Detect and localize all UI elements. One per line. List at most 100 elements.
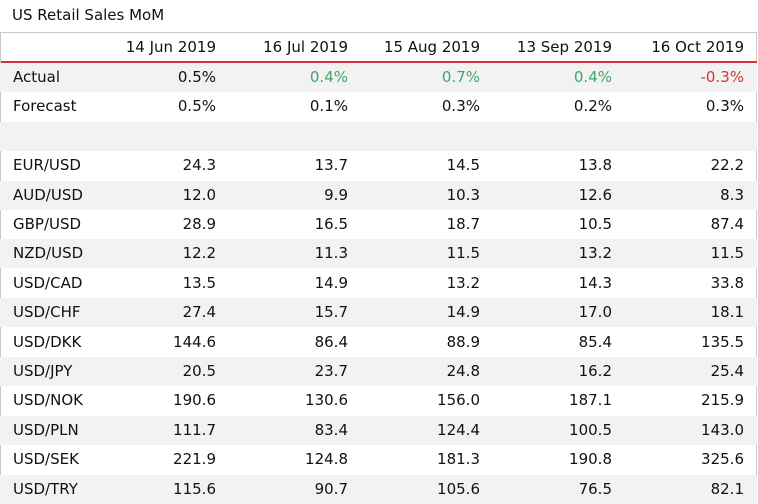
table-row: Forecast 0.5% 0.1% 0.3% 0.2% 0.3% bbox=[0, 92, 757, 121]
header-rule bbox=[1, 61, 757, 63]
table-cell: 156.0 bbox=[437, 391, 480, 410]
table-cell: 190.6 bbox=[173, 391, 216, 410]
table-cell: 18.7 bbox=[446, 215, 480, 233]
table-cell: 12.2 bbox=[182, 244, 216, 263]
table-cell: 10.5 bbox=[578, 215, 612, 233]
table-cell: 24.8 bbox=[446, 362, 480, 380]
table-row: USD/TRY 115.6 90.7 105.6 76.5 82.1 bbox=[0, 474, 757, 504]
table-cell: 14.9 bbox=[314, 273, 348, 292]
table-cell: 115.6 bbox=[173, 479, 216, 498]
column-header: 16 Oct 2019 bbox=[651, 38, 744, 56]
table-cell: 13.2 bbox=[446, 273, 480, 292]
table-row: GBP/USD 28.9 16.5 18.7 10.5 87.4 bbox=[0, 210, 757, 239]
column-header: 16 Jul 2019 bbox=[263, 38, 348, 56]
table-cell: 187.1 bbox=[569, 391, 612, 410]
table-cell: 0.3% bbox=[705, 97, 744, 116]
table-cell: 181.3 bbox=[437, 450, 480, 469]
row-label: USD/PLN bbox=[13, 420, 79, 439]
table-cell: 143.0 bbox=[701, 420, 744, 439]
table-row: NZD/USD 12.2 11.3 11.5 13.2 11.5 bbox=[0, 239, 757, 269]
table-cell: 0.1% bbox=[309, 97, 348, 116]
table-cell: 0.4% bbox=[309, 68, 348, 86]
table-cell: 100.5 bbox=[569, 420, 612, 439]
table-cell: 33.8 bbox=[710, 273, 744, 292]
table-cell: 12.6 bbox=[578, 185, 612, 204]
table-cell: 86.4 bbox=[314, 332, 348, 351]
table-cell: 24.3 bbox=[182, 156, 216, 175]
table-cell: 0.7% bbox=[441, 68, 480, 86]
spacer-row bbox=[0, 121, 757, 151]
table-row: USD/CHF 27.4 15.7 14.9 17.0 18.1 bbox=[0, 298, 757, 328]
table-cell: 0.5% bbox=[177, 97, 216, 116]
table-cell: 215.9 bbox=[701, 391, 744, 410]
table-cell: 76.5 bbox=[578, 479, 612, 498]
column-header: 14 Jun 2019 bbox=[125, 38, 216, 56]
table-cell: 190.8 bbox=[569, 450, 612, 469]
table-cell: -0.3% bbox=[700, 68, 744, 86]
table-cell: 23.7 bbox=[314, 362, 348, 380]
table-cell: 0.4% bbox=[573, 68, 612, 86]
table-row: USD/JPY 20.5 23.7 24.8 16.2 25.4 bbox=[0, 357, 757, 386]
table-cell: 28.9 bbox=[182, 215, 216, 233]
table-cell: 83.4 bbox=[314, 420, 348, 439]
table-cell: 144.6 bbox=[173, 332, 216, 351]
table-row: USD/DKK 144.6 86.4 88.9 85.4 135.5 bbox=[0, 328, 757, 357]
table-cell: 25.4 bbox=[710, 362, 744, 380]
column-header: 13 Sep 2019 bbox=[516, 38, 612, 56]
table-cell: 88.9 bbox=[446, 332, 480, 351]
row-label: USD/TRY bbox=[13, 479, 78, 498]
table-cell: 13.5 bbox=[182, 273, 216, 292]
table-cell: 10.3 bbox=[446, 185, 480, 204]
table-row: EUR/USD 24.3 13.7 14.5 13.8 22.2 bbox=[0, 151, 757, 180]
table-cell: 0.5% bbox=[177, 68, 216, 86]
table-cell: 16.2 bbox=[578, 362, 612, 380]
header-row: 14 Jun 2019 16 Jul 2019 15 Aug 2019 13 S… bbox=[0, 33, 757, 62]
table-cell: 85.4 bbox=[578, 332, 612, 351]
table-cell: 13.7 bbox=[314, 156, 348, 175]
table-cell: 111.7 bbox=[173, 420, 216, 439]
table-cell: 16.5 bbox=[314, 215, 348, 233]
table-row: USD/CAD 13.5 14.9 13.2 14.3 33.8 bbox=[0, 269, 757, 298]
table-cell bbox=[360, 122, 480, 151]
table-cell: 8.3 bbox=[720, 185, 744, 204]
row-label: USD/CAD bbox=[13, 273, 83, 292]
table-cell: 14.9 bbox=[446, 303, 480, 322]
row-label: USD/CHF bbox=[13, 303, 81, 322]
table-cell: 22.2 bbox=[710, 156, 744, 175]
table-cell: 0.2% bbox=[573, 97, 612, 116]
row-label: EUR/USD bbox=[13, 156, 81, 175]
table-cell: 11.5 bbox=[710, 244, 744, 263]
table-cell: 87.4 bbox=[710, 215, 744, 233]
table-cell bbox=[96, 122, 216, 151]
table-cell: 124.4 bbox=[437, 420, 480, 439]
row-label: Actual bbox=[13, 68, 60, 86]
table-row: AUD/USD 12.0 9.9 10.3 12.6 8.3 bbox=[0, 180, 757, 210]
table-cell: 11.3 bbox=[314, 244, 348, 263]
table-cell: 82.1 bbox=[710, 479, 744, 498]
table-cell: 27.4 bbox=[182, 303, 216, 322]
table-cell: 20.5 bbox=[182, 362, 216, 380]
table-row: USD/NOK 190.6 130.6 156.0 187.1 215.9 bbox=[0, 386, 757, 415]
table-cell: 14.3 bbox=[578, 273, 612, 292]
table-row: USD/SEK 221.9 124.8 181.3 190.8 325.6 bbox=[0, 445, 757, 474]
table-cell: 124.8 bbox=[305, 450, 348, 469]
table-cell: 13.8 bbox=[578, 156, 612, 175]
table-row: Actual 0.5% 0.4% 0.7% 0.4% -0.3% bbox=[0, 63, 757, 92]
table-cell: 13.2 bbox=[578, 244, 612, 263]
table-cell: 12.0 bbox=[182, 185, 216, 204]
row-label: GBP/USD bbox=[13, 215, 82, 233]
row-label: USD/NOK bbox=[13, 391, 83, 410]
table-cell: 15.7 bbox=[314, 303, 348, 322]
table-cell bbox=[228, 122, 348, 151]
column-header: 15 Aug 2019 bbox=[383, 38, 480, 56]
table-cell: 325.6 bbox=[701, 450, 744, 469]
row-label: AUD/USD bbox=[13, 185, 83, 204]
table-cell: 0.3% bbox=[441, 97, 480, 116]
row-label: Forecast bbox=[13, 97, 77, 116]
table-cell: 14.5 bbox=[446, 156, 480, 175]
row-label: USD/SEK bbox=[13, 450, 79, 469]
table-cell: 11.5 bbox=[446, 244, 480, 263]
row-label: USD/DKK bbox=[13, 332, 82, 351]
table-cell: 17.0 bbox=[578, 303, 612, 322]
table-cell bbox=[492, 122, 612, 151]
